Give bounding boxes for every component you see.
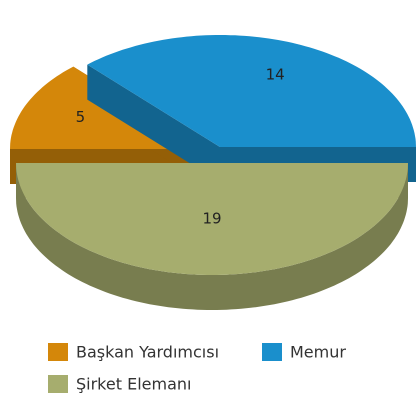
legend-label: Memur bbox=[290, 343, 346, 362]
pie-slice bbox=[16, 163, 408, 275]
legend-swatch bbox=[262, 343, 282, 361]
pie-slice bbox=[87, 35, 416, 147]
data-label: 14 bbox=[266, 66, 285, 84]
legend-swatch bbox=[48, 375, 68, 393]
data-label: 19 bbox=[202, 210, 221, 228]
slice-edge bbox=[87, 64, 220, 182]
legend-label: Şirket Elemanı bbox=[76, 375, 191, 394]
slice-side bbox=[16, 163, 408, 310]
data-label: 5 bbox=[76, 108, 86, 126]
legend-swatch bbox=[48, 343, 68, 361]
legend-label: Başkan Yardımcısı bbox=[76, 343, 219, 362]
